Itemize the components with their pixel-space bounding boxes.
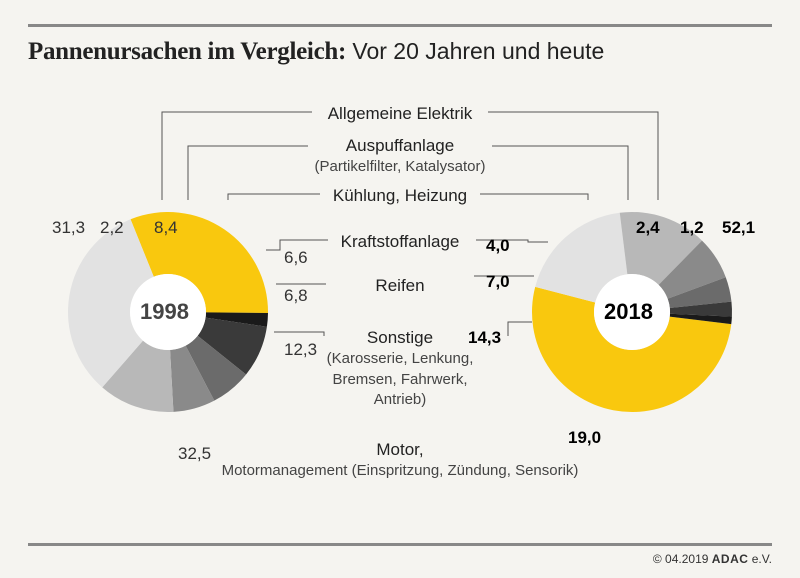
- value-right-motor: 19,0: [568, 428, 601, 448]
- value-right-auspuff: 1,2: [680, 218, 704, 238]
- category-kraftstoff: Kraftstoffanlage: [341, 232, 460, 252]
- title-bold: Pannenursachen im Vergleich:: [28, 38, 346, 65]
- year-left: 1998: [140, 299, 189, 325]
- category-elektrik: Allgemeine Elektrik: [328, 104, 473, 124]
- category-auspuff: Auspuffanlage(Partikelfilter, Katalysato…: [315, 136, 486, 177]
- value-left-auspuff: 2,2: [100, 218, 124, 238]
- category-sonstige: Sonstige(Karosserie, Lenkung,Bremsen, Fa…: [327, 328, 474, 410]
- title-rest: Vor 20 Jahren und heute: [346, 38, 604, 64]
- value-right-sonstige: 14,3: [468, 328, 501, 348]
- value-left-kraftstoff: 6,6: [284, 248, 308, 268]
- copyright: © 04.2019 ADAC e.V.: [28, 552, 772, 566]
- value-left-elektrik: 31,3: [52, 218, 85, 238]
- copyright-brand: ADAC: [712, 552, 749, 566]
- footer: © 04.2019 ADAC e.V.: [28, 543, 772, 566]
- category-kuehlung: Kühlung, Heizung: [333, 186, 467, 206]
- value-left-motor: 32,5: [178, 444, 211, 464]
- copyright-prefix: © 04.2019: [653, 552, 712, 566]
- bottom-rule: [28, 543, 772, 546]
- category-reifen: Reifen: [375, 276, 424, 296]
- top-rule: [28, 24, 772, 27]
- copyright-suffix: e.V.: [748, 552, 772, 566]
- value-left-sonstige: 12,3: [284, 340, 317, 360]
- page: Pannenursachen im Vergleich: Vor 20 Jahr…: [0, 0, 800, 578]
- year-right: 2018: [604, 299, 653, 325]
- value-right-kuehlung: 2,4: [636, 218, 660, 238]
- value-right-elektrik: 52,1: [722, 218, 755, 238]
- value-right-kraftstoff: 4,0: [486, 236, 510, 256]
- value-left-kuehlung: 8,4: [154, 218, 178, 238]
- value-right-reifen: 7,0: [486, 272, 510, 292]
- category-motor: Motor,Motormanagement (Einspritzung, Zün…: [190, 440, 610, 481]
- page-title: Pannenursachen im Vergleich: Vor 20 Jahr…: [28, 37, 772, 66]
- chart-area: 1998 2018 Allgemeine Elektrik Auspuffanlage…: [28, 72, 772, 522]
- value-left-reifen: 6,8: [284, 286, 308, 306]
